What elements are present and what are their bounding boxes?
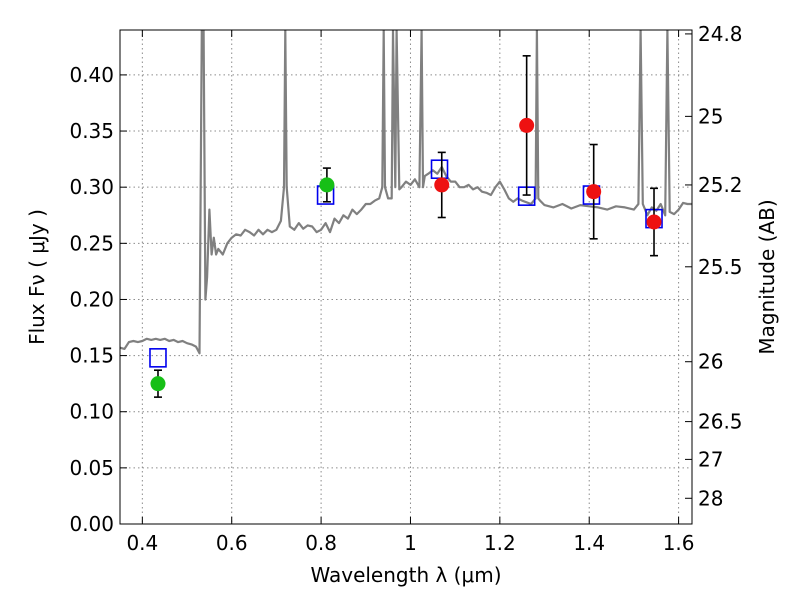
- y-tick-label: 0.05: [69, 456, 114, 480]
- right-tick-label: 24.8: [698, 22, 743, 46]
- x-axis-ticks: 0.4 0.6 0.8 1 1.2 1.4 1.6: [126, 30, 695, 555]
- y-tick-label: 0.20: [69, 287, 114, 311]
- right-tick-label: 26.5: [698, 410, 743, 434]
- right-tick-label: 25.5: [698, 255, 743, 279]
- right-tick-label: 27: [698, 447, 723, 471]
- y-axis-label: Flux Fν ( μJy ): [25, 209, 49, 345]
- x-tick-label: 0.6: [216, 531, 248, 555]
- x-tick-label: 1.4: [573, 531, 605, 555]
- x-tick-label: 0.8: [305, 531, 337, 555]
- red-data-point: [586, 184, 602, 200]
- y-tick-label: 0.40: [69, 63, 114, 87]
- red-data-point: [434, 177, 450, 193]
- observed-photometry: [150, 55, 662, 398]
- plot-frame: [119, 29, 693, 525]
- y-tick-label: 0.35: [69, 119, 114, 143]
- x-tick-label: 0.4: [126, 531, 158, 555]
- x-tick-label: 1.6: [663, 531, 695, 555]
- model-spectrum-line: [120, 30, 692, 355]
- right-axis-label: Magnitude (AB): [755, 199, 779, 354]
- right-tick-label: 28: [698, 486, 723, 510]
- red-data-point: [646, 214, 662, 230]
- right-tick-label: 25.2: [698, 173, 743, 197]
- red-data-point: [519, 117, 535, 133]
- x-tick-label: 1: [404, 531, 417, 555]
- right-axis-ticks: 24.8 25 25.2 25.5 26 26.5 27 28: [685, 22, 743, 510]
- x-axis-label: Wavelength λ (μm): [310, 563, 501, 587]
- model-spectrum: [120, 30, 692, 355]
- green-data-point: [150, 376, 166, 392]
- model-photometry-square: [149, 348, 167, 368]
- plot-background: [120, 30, 692, 524]
- y-tick-label: 0.00: [69, 512, 114, 536]
- y-axis-ticks: 0.00 0.05 0.10 0.15 0.20 0.25 0.30 0.35 0.40: [69, 63, 127, 536]
- right-tick-label: 25: [698, 104, 723, 128]
- y-tick-label: 0.25: [69, 231, 114, 255]
- green-data-point: [319, 177, 335, 193]
- right-tick-label: 26: [698, 350, 723, 374]
- y-tick-label: 0.15: [69, 344, 114, 368]
- grid: [120, 30, 692, 524]
- y-tick-label: 0.30: [69, 175, 114, 199]
- x-tick-label: 1.2: [484, 531, 516, 555]
- y-tick-label: 0.10: [69, 400, 114, 424]
